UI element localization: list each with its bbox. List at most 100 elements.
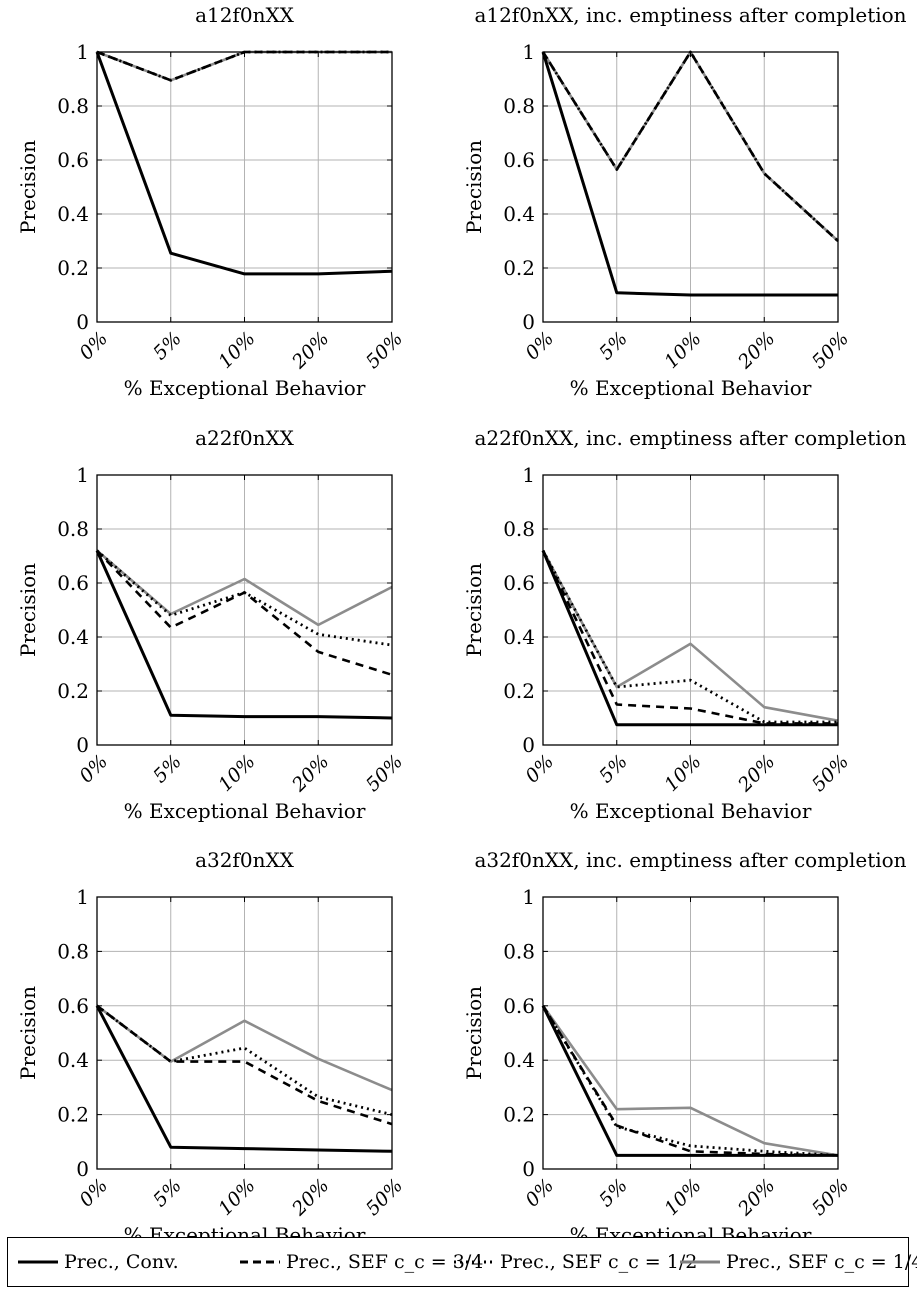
chart-panel-4: 00.20.40.60.810% 5% 10% 20% 50%a22f0nXX, inc… xyxy=(462,426,907,823)
chart-title: a32f0nXX xyxy=(195,848,295,872)
chart-panel-6: 00.20.40.60.810% 5% 10% 20% 50%a32f0nXX, inc… xyxy=(462,848,907,1247)
y-tick-label: 0.6 xyxy=(503,994,535,1018)
x-tick-label: 5% xyxy=(149,1175,186,1212)
series-line-1 xyxy=(541,550,838,727)
y-axis-label: Precision xyxy=(462,563,486,657)
x-tick-label: 5% xyxy=(149,751,186,788)
chart-title: a12f0nXX xyxy=(195,3,295,27)
y-tick-label: 0.8 xyxy=(503,517,535,541)
series-line-2 xyxy=(541,50,839,242)
y-tick-label: 0.6 xyxy=(503,148,535,172)
x-tick-label: 20% xyxy=(287,1175,333,1221)
y-tick-label: 0.2 xyxy=(57,256,89,280)
y-axis-label: Precision xyxy=(16,563,40,657)
y-tick-label: 0.6 xyxy=(57,571,89,595)
series-line-3 xyxy=(541,1005,839,1157)
y-tick-label: 0.8 xyxy=(503,94,535,118)
y-tick-label: 0.6 xyxy=(57,994,89,1018)
y-tick-label: 0.2 xyxy=(57,679,89,703)
y-axis-label: Precision xyxy=(16,986,40,1080)
x-tick-label: 20% xyxy=(287,328,333,374)
legend-item-conv: Prec., Conv. xyxy=(18,1238,179,1286)
x-axis-label: % Exceptional Behavior xyxy=(570,799,812,823)
x-tick-label: 50% xyxy=(808,751,853,796)
legend-swatch-solid-gray xyxy=(680,1260,720,1264)
y-tick-label: 0.2 xyxy=(57,1103,89,1127)
chart-title: a32f0nXX, inc. emptiness after completio… xyxy=(474,848,906,872)
y-tick-label: 0 xyxy=(76,1157,89,1181)
y-tick-label: 1 xyxy=(522,463,535,487)
series-line-2 xyxy=(541,550,838,725)
series-line-3 xyxy=(96,549,393,647)
legend-label-sef34: Prec., SEF c_c = 3/4 xyxy=(286,1251,484,1273)
y-tick-label: 0 xyxy=(76,310,89,334)
x-tick-label: 10% xyxy=(214,1175,259,1220)
series-line-4 xyxy=(541,1005,839,1157)
y-tick-label: 1 xyxy=(76,885,89,909)
y-tick-label: 0.2 xyxy=(503,1103,535,1127)
x-tick-label: 50% xyxy=(808,1175,853,1220)
legend-item-sef12: Prec., SEF c_c = 1/2 xyxy=(454,1238,697,1286)
y-tick-label: 0.4 xyxy=(503,1048,535,1072)
x-tick-label: 10% xyxy=(660,1175,705,1220)
y-tick-label: 1 xyxy=(522,885,535,909)
legend-label-conv: Prec., Conv. xyxy=(64,1251,179,1273)
y-tick-label: 0.8 xyxy=(57,94,89,118)
y-tick-label: 0.6 xyxy=(57,148,89,172)
x-tick-label: 50% xyxy=(808,328,853,373)
chart-title: a12f0nXX, inc. emptiness after completio… xyxy=(474,3,906,27)
legend-swatch-solid-black xyxy=(18,1260,58,1264)
y-tick-label: 0.2 xyxy=(503,256,535,280)
legend-swatch-dotted-black xyxy=(454,1260,494,1264)
y-axis-label: Precision xyxy=(462,986,486,1080)
x-tick-label: 50% xyxy=(362,751,407,796)
y-tick-label: 0.4 xyxy=(503,202,535,226)
y-axis-label: Precision xyxy=(462,140,486,234)
x-tick-label: 20% xyxy=(287,751,333,797)
x-tick-label: 50% xyxy=(362,328,407,373)
x-tick-label: 10% xyxy=(660,751,705,796)
x-tick-label: 5% xyxy=(595,1175,632,1212)
y-tick-label: 0.4 xyxy=(57,202,89,226)
y-tick-label: 1 xyxy=(76,40,89,64)
y-tick-label: 0.8 xyxy=(57,939,89,963)
series-line-1 xyxy=(95,51,393,276)
series-line-1 xyxy=(541,1005,838,1157)
y-tick-label: 0.8 xyxy=(503,939,535,963)
x-tick-label: 10% xyxy=(660,328,705,373)
chart-panel-3: 00.20.40.60.810% 5% 10% 20% 50%a22f0nXX% Exc… xyxy=(16,426,407,823)
y-tick-label: 0.4 xyxy=(57,1048,89,1072)
legend-label-sef14: Prec., SEF c_c = 1/4 xyxy=(726,1251,917,1273)
legend-item-sef14: Prec., SEF c_c = 1/4 xyxy=(680,1238,917,1286)
x-tick-label: 5% xyxy=(149,328,186,365)
chart-title: a22f0nXX, inc. emptiness after completio… xyxy=(474,426,906,450)
legend-swatch-dashed-black xyxy=(240,1260,280,1264)
chart-panel-2: 00.20.40.60.810% 5% 10% 20% 50%a12f0nXX, inc… xyxy=(462,3,907,400)
x-tick-label: 50% xyxy=(362,1175,407,1220)
y-tick-label: 1 xyxy=(522,40,535,64)
y-tick-label: 0.4 xyxy=(503,625,535,649)
y-tick-label: 0 xyxy=(522,1157,535,1181)
y-tick-label: 0 xyxy=(522,733,535,757)
legend-label-sef12: Prec., SEF c_c = 1/2 xyxy=(500,1251,698,1273)
series-line-1 xyxy=(95,1005,393,1153)
chart-panel-5: 00.20.40.60.810% 5% 10% 20% 50%a32f0nXX% Exc… xyxy=(16,848,407,1247)
x-tick-label: 20% xyxy=(733,751,779,797)
chart-panel-1: 00.20.40.60.810% 5% 10% 20% 50%a12f0nXX% Exc… xyxy=(16,3,407,400)
series-line-4 xyxy=(96,549,393,627)
y-tick-label: 0.4 xyxy=(57,625,89,649)
y-tick-label: 0.2 xyxy=(503,679,535,703)
x-axis-label: % Exceptional Behavior xyxy=(570,376,812,400)
x-tick-label: 10% xyxy=(214,751,259,796)
series-line-1 xyxy=(541,51,838,297)
legend-item-sef34: Prec., SEF c_c = 3/4 xyxy=(240,1238,483,1286)
series-line-1 xyxy=(95,549,393,720)
y-tick-label: 0.6 xyxy=(503,571,535,595)
series-line-3 xyxy=(541,549,838,724)
x-tick-label: 10% xyxy=(214,328,259,373)
y-tick-label: 0.8 xyxy=(57,517,89,541)
series-line-3 xyxy=(96,1004,393,1116)
x-tick-label: 20% xyxy=(733,1175,779,1221)
y-tick-label: 1 xyxy=(76,463,89,487)
